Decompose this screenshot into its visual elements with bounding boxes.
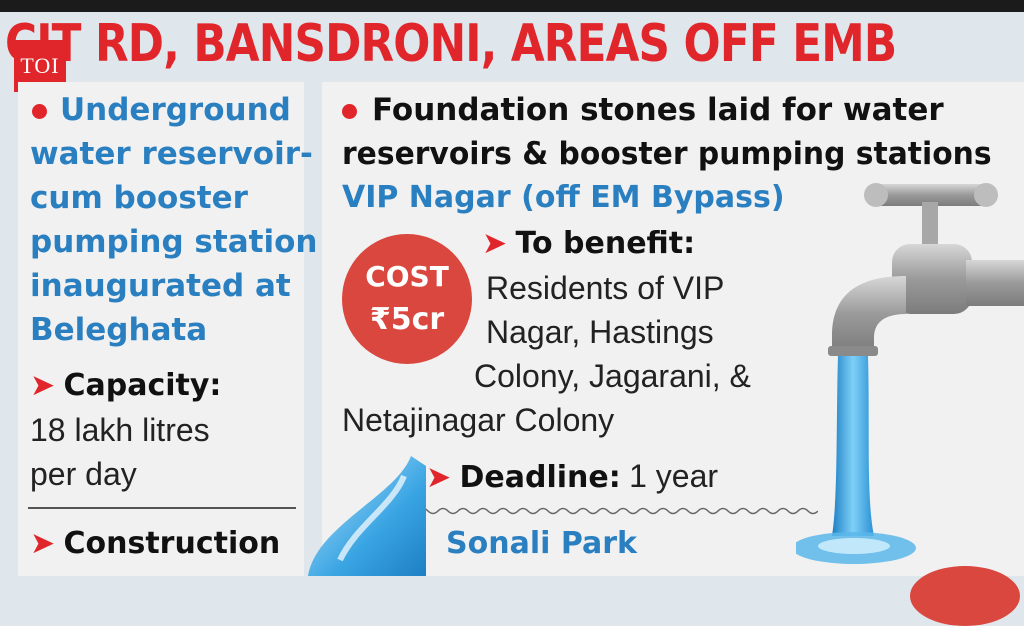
location-vip-nagar: VIP Nagar (off EM Bypass)	[342, 180, 785, 215]
deadline-value: 1 year	[629, 458, 719, 494]
arrow-right-icon: ➤	[482, 227, 508, 260]
bullet-icon	[32, 104, 47, 119]
benefit-line-4: Netajinagar Colony	[342, 402, 615, 438]
cost-badge: COST ₹5cr	[342, 234, 472, 364]
location-sonali-park: Sonali Park	[446, 526, 638, 561]
left-divider	[28, 507, 296, 509]
left-panel	[18, 82, 304, 576]
right-title-line-2: reservoirs & booster pumping stations	[342, 136, 992, 172]
arrow-right-icon: ➤	[30, 527, 56, 560]
benefit-line-1: Residents of VIP	[486, 270, 725, 306]
headline: CIT RD, BANSDRONI, AREAS OFF EMB	[5, 14, 897, 74]
left-title-line-3: cum booster	[30, 180, 248, 216]
benefit-label: To benefit:	[515, 226, 696, 261]
construction-row: ➤ Construction	[30, 526, 280, 561]
left-title-line-1: Underground	[60, 92, 291, 128]
arrow-right-icon: ➤	[30, 369, 56, 402]
right-title-line-1: Foundation stones laid for water	[372, 92, 944, 128]
left-title-line-6: Beleghata	[30, 312, 208, 348]
top-bar	[0, 0, 1024, 12]
left-title-line-5: inaugurated at	[30, 268, 291, 304]
left-title-line-2: water reservoir-	[30, 136, 313, 172]
deadline-label: Deadline:	[459, 460, 621, 495]
wavy-divider	[398, 507, 818, 515]
water-tap-icon	[796, 183, 1024, 564]
construction-label: Construction	[63, 526, 281, 561]
capacity-line-2: per day	[30, 456, 137, 492]
deadline-row: ➤ Deadline: 1 year	[426, 458, 718, 495]
benefit-row: ➤ To benefit:	[482, 226, 695, 261]
benefit-line-2: Nagar, Hastings	[486, 314, 714, 350]
bullet-icon	[342, 104, 357, 119]
arrow-right-icon: ➤	[426, 461, 452, 494]
capacity-line-1: 18 lakh litres	[30, 412, 210, 448]
water-drop-icon	[308, 456, 426, 576]
left-title-line-4: pumping station	[30, 224, 318, 260]
benefit-line-3: Colony, Jagarani, &	[474, 358, 751, 394]
partial-badge	[910, 566, 1020, 626]
cost-label: COST	[365, 260, 449, 293]
capacity-label: Capacity:	[63, 368, 222, 403]
cost-value: ₹5cr	[369, 302, 445, 337]
capacity-row: ➤ Capacity:	[30, 368, 221, 403]
